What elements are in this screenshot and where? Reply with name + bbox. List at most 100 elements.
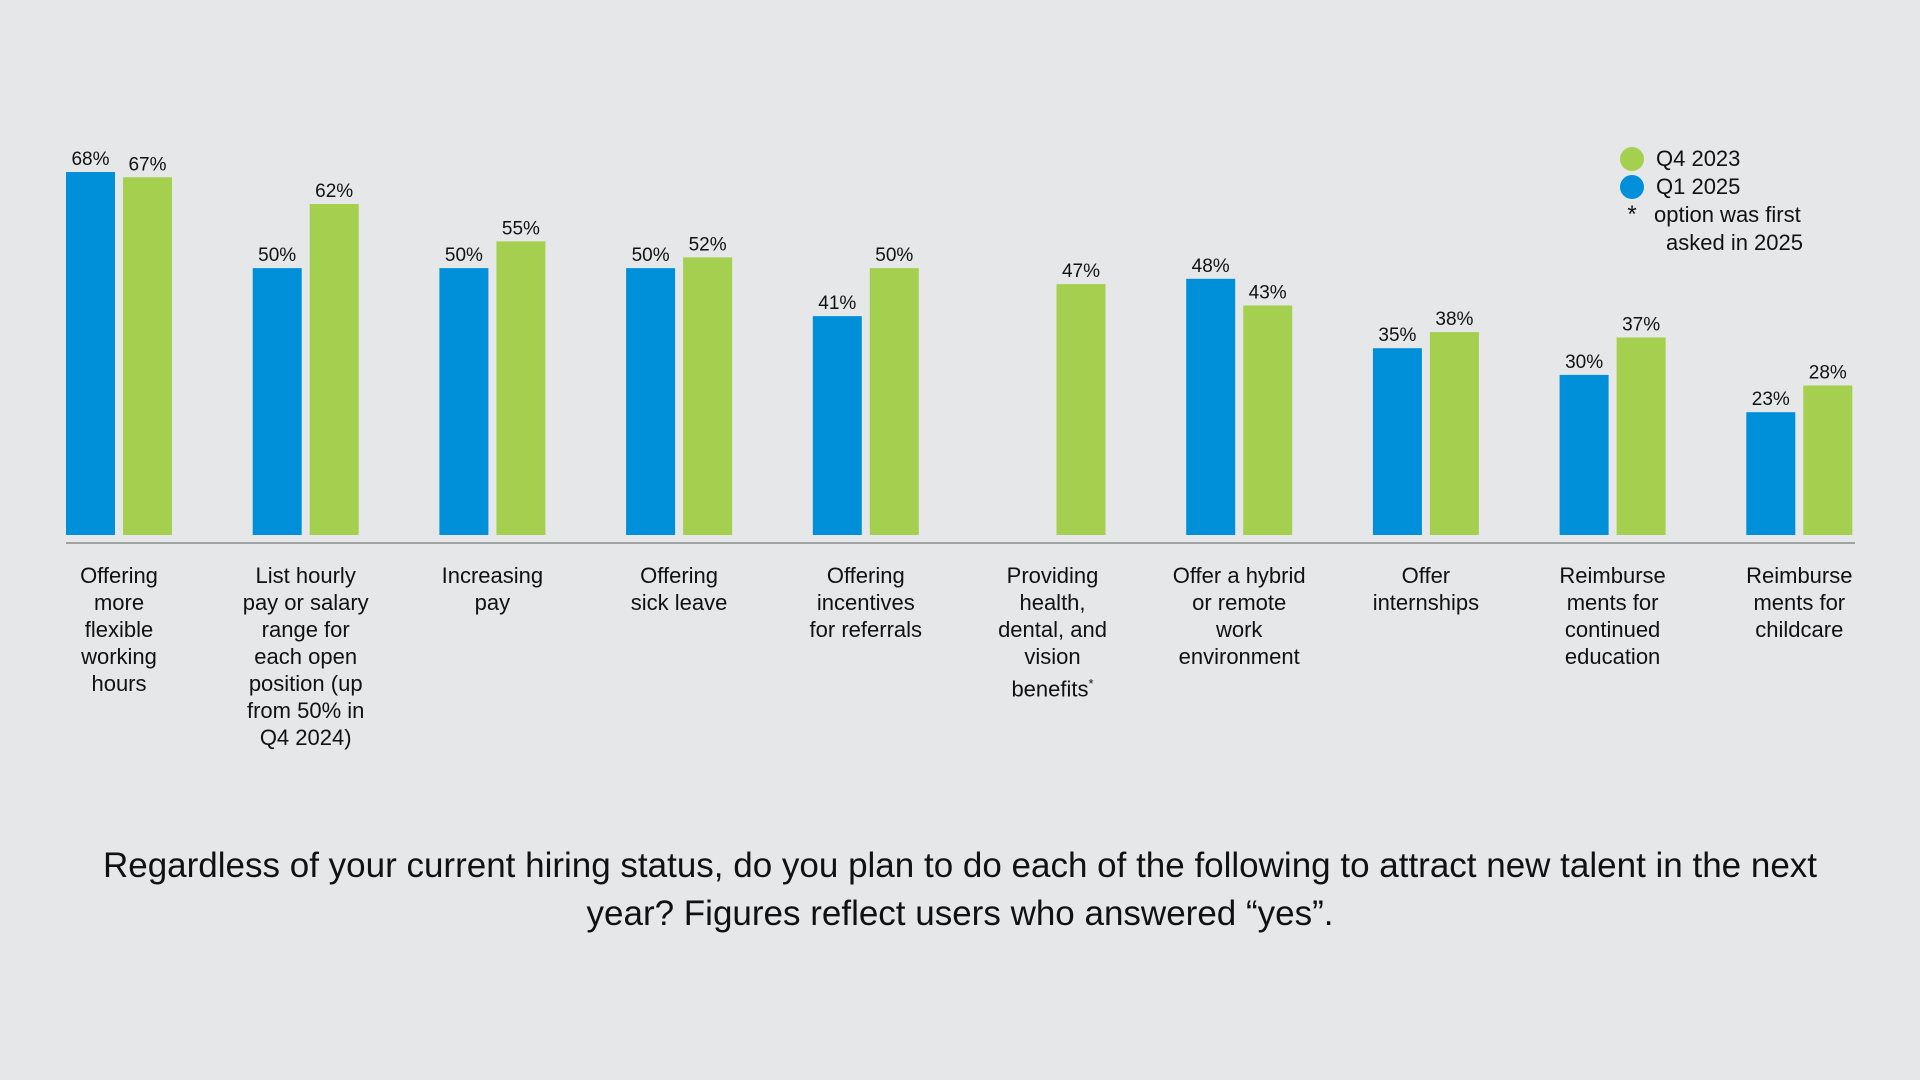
value-label-q4-2023-3: 52% [689,234,727,255]
value-label-q1-2025-7: 35% [1378,325,1416,346]
category-label-line: range for [261,617,350,642]
legend-swatch-q1-2025 [1620,175,1644,199]
bar-q1-2025-1 [252,268,302,535]
value-label-q1-2025-3: 50% [632,245,670,266]
category-label-line: ments for [1753,590,1846,615]
category-label-6: Offer a hybrid or remote work environment [1164,562,1314,670]
value-label-q4-2023-7: 38% [1435,309,1473,330]
category-label-line: Offering [826,563,905,588]
asterisk-icon: * [1627,201,1637,228]
legend-note-line2: asked in 2025 [1666,230,1803,255]
category-label-line: from 50% in [246,698,365,723]
category-label-line: continued [1564,617,1661,642]
category-label-4: Offering incentives for referrals [791,562,941,643]
value-label-q1-2025-8: 30% [1565,352,1603,373]
bar-q4-2023-4 [869,268,919,535]
category-label-line: Offer [1401,563,1451,588]
bar-q4-2023-9 [1803,385,1853,535]
category-label-line: or remote [1192,590,1287,615]
value-label-q1-2025-1: 50% [258,245,296,266]
legend-swatch-q4-2023 [1620,147,1644,171]
category-label-line: Reimburse [1746,563,1853,588]
category-label-line: flexible [84,617,154,642]
category-label-line: incentives [816,590,915,615]
bar-q4-2023-6 [1243,305,1293,535]
category-label-line: environment [1178,644,1300,669]
bar-q4-2023-8 [1616,337,1666,535]
category-label-line: internships [1372,590,1480,615]
legend-item-q4-2023: Q4 2023 [1620,145,1803,173]
category-label-line: pay [474,590,511,615]
category-label-3: Offering sick leave [604,562,754,616]
bar-q1-2025-7 [1372,348,1422,535]
legend: Q4 2023 Q1 2025 * option was first asked… [1620,145,1803,257]
category-label-line: Offering [80,563,158,588]
legend-item-q1-2025: Q1 2025 [1620,173,1803,201]
category-label-line: List hourly [255,563,356,588]
category-label-line: Offer a hybrid [1172,563,1306,588]
bar-q1-2025-2 [439,268,489,535]
category-label-5: Providing health, dental, and vision benefit… [978,562,1128,702]
category-label-2: Increasing pay [417,562,567,616]
bar-q4-2023-2 [496,241,546,535]
value-label-q4-2023-0: 67% [128,154,166,175]
value-label-q1-2025-6: 48% [1192,256,1230,277]
value-label-q4-2023-8: 37% [1622,315,1660,336]
value-label-q4-2023-9: 28% [1809,363,1847,384]
category-label-9: Reimburse ments for childcare [1724,562,1874,643]
category-label-line: benefits* [1011,676,1094,702]
category-label-line: dental, and [998,617,1107,642]
bars-group [66,172,1853,536]
category-label-0: Offering more flexible working hours [44,562,194,697]
category-label-line: Offering [640,563,719,588]
value-label-q4-2023-5: 47% [1062,261,1100,282]
category-label-line: each open [254,644,358,669]
legend-note: * option was first [1620,201,1803,229]
category-label-line: work [1215,617,1263,642]
asterisk-icon: * [1088,676,1094,691]
bar-q1-2025-6 [1186,278,1236,535]
bar-q1-2025-4 [812,316,862,535]
legend-label-q4-2023: Q4 2023 [1656,146,1741,171]
category-label-1: List hourly pay or salary range for each op… [231,562,381,751]
category-label-line: position (up [248,671,363,696]
category-label-line: health, [1019,590,1086,615]
bar-q1-2025-0 [66,172,115,535]
value-label-q4-2023-6: 43% [1249,283,1287,304]
bar-q4-2023-5 [1056,284,1106,535]
category-label-line: more [93,590,145,615]
category-label-8: Reimburse ments for continued education [1538,562,1688,670]
bar-q4-2023-1 [309,204,359,535]
value-labels-group: 68% 67% 50% 62% 50% 55% 50% 52% 41% 50% 47% 48% 43% 3… [71,149,1846,410]
category-label-line: pay or salary [242,590,369,615]
value-label-q1-2025-0: 68% [71,149,109,170]
category-label-7: Offer internships [1351,562,1501,616]
value-label-q1-2025-4: 41% [818,293,856,314]
category-label-line: education [1564,644,1661,669]
bar-q4-2023-3 [683,257,733,535]
legend-note-line1: option was first [1654,202,1801,227]
category-label-line: childcare [1755,617,1844,642]
bar-q4-2023-0 [123,177,172,536]
value-label-q4-2023-4: 50% [875,245,913,266]
value-label-q4-2023-1: 62% [315,181,353,202]
category-label-line: hours [91,671,147,696]
category-label-line: vision [1024,644,1081,669]
bar-q1-2025-8 [1559,374,1609,535]
legend-label-q1-2025: Q1 2025 [1656,174,1741,199]
category-label-line: Providing [1006,563,1099,588]
category-label-line: Q4 2024) [259,725,352,750]
value-label-q1-2025-9: 23% [1752,389,1790,410]
category-label-line: ments for [1566,590,1659,615]
category-label-line: Reimburse [1559,563,1666,588]
category-label-line: for referrals [809,617,923,642]
survey-question: Regardless of your current hiring status… [102,846,1818,933]
bar-chart: 68% 67% 50% 62% 50% 55% 50% 52% 41% 50% 47% 48% 43% 3… [66,149,1855,544]
category-label-line: sick leave [630,590,728,615]
value-label-q1-2025-2: 50% [445,245,483,266]
bar-q1-2025-3 [626,268,676,535]
bar-q4-2023-7 [1429,332,1479,535]
bar-q1-2025-9 [1746,412,1796,535]
category-label-line: Increasing [441,563,544,588]
category-label-line: working [81,644,157,669]
